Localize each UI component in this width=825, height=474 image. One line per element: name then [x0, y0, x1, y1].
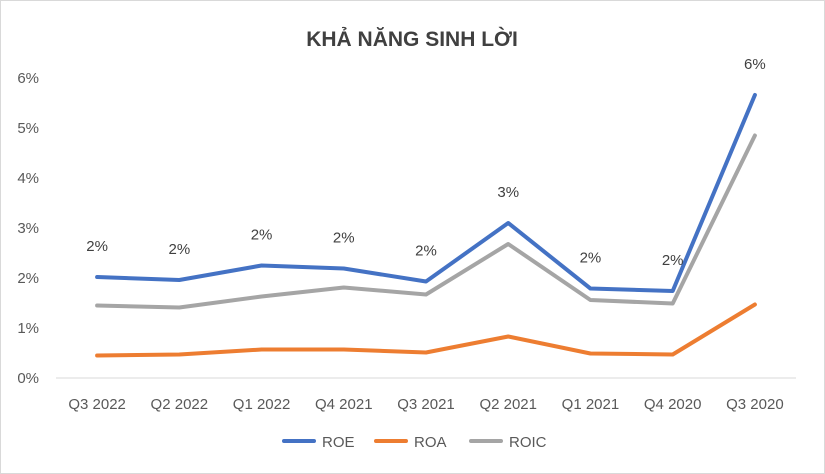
legend-label: ROA	[414, 434, 447, 451]
data-label: 2%	[333, 230, 355, 247]
x-tick-label: Q1 2021	[562, 396, 620, 413]
y-axis: 0% 1% 2% 3% 4% 5% 6%	[17, 70, 39, 387]
data-label: 2%	[415, 243, 437, 260]
series-line-roic	[95, 133, 757, 310]
x-tick-label: Q3 2021	[397, 396, 455, 413]
data-label: 2%	[580, 250, 602, 267]
y-tick-label: 1%	[17, 320, 39, 337]
data-label: 2%	[251, 227, 273, 244]
x-tick-label: Q4 2020	[644, 396, 702, 413]
data-label: 2%	[168, 241, 190, 258]
legend-label: ROIC	[509, 434, 547, 451]
x-tick-label: Q2 2022	[151, 396, 209, 413]
x-tick-label: Q1 2022	[233, 396, 291, 413]
series-line-roa	[95, 302, 757, 358]
y-tick-label: 2%	[17, 270, 39, 287]
data-label: 2%	[662, 252, 684, 269]
x-tick-label: Q4 2021	[315, 396, 373, 413]
y-tick-label: 3%	[17, 220, 39, 237]
series-line-roe	[95, 93, 757, 293]
data-labels: 2% 2% 2% 2% 2% 3% 2% 2% 6%	[86, 56, 765, 269]
x-tick-label: Q3 2022	[68, 396, 126, 413]
legend-label: ROE	[322, 434, 355, 451]
x-tick-label: Q3 2020	[726, 396, 784, 413]
y-tick-label: 5%	[17, 120, 39, 137]
series-lines	[95, 93, 757, 358]
chart-title: KHẢ NĂNG SINH LỜI	[306, 27, 518, 51]
data-label: 2%	[86, 238, 108, 255]
legend: ROE ROA ROIC	[282, 434, 547, 451]
data-label: 6%	[744, 56, 766, 73]
data-label: 3%	[497, 184, 519, 201]
y-tick-label: 6%	[17, 70, 39, 87]
y-tick-label: 4%	[17, 170, 39, 187]
y-tick-label: 0%	[17, 370, 39, 387]
x-tick-label: Q2 2021	[479, 396, 537, 413]
x-axis: Q3 2022 Q2 2022 Q1 2022 Q4 2021 Q3 2021 Q2 20…	[56, 377, 796, 413]
